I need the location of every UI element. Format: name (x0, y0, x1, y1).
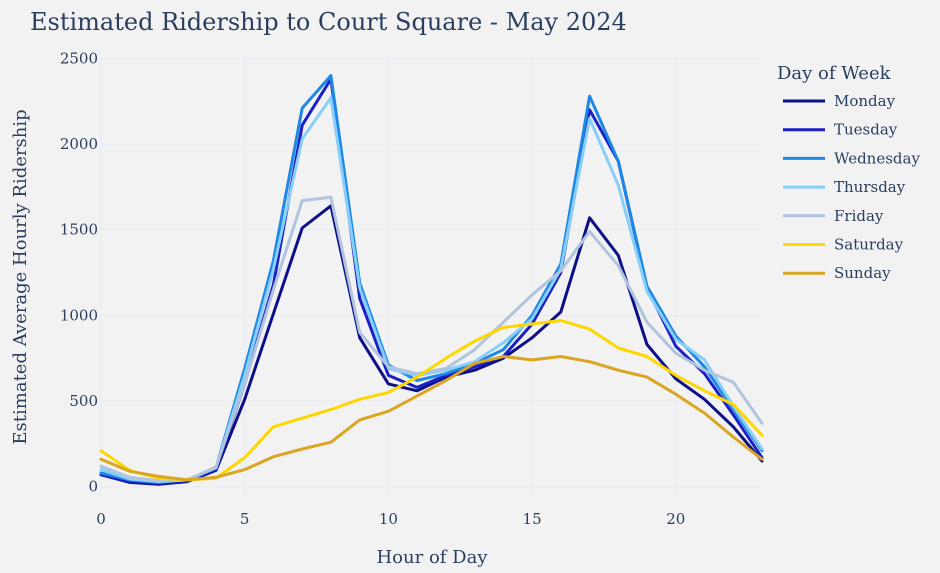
y-tick-label: 2500 (60, 49, 98, 67)
y-axis-title: Estimated Average Hourly Ridership (10, 109, 31, 444)
legend-label: Tuesday (834, 121, 898, 139)
x-tick-label: 0 (96, 510, 106, 528)
legend-item-friday: Friday (783, 207, 884, 225)
series-line-saturday (99, 319, 764, 482)
grid (100, 55, 762, 497)
x-tick-label: 10 (379, 510, 398, 528)
series-line-monday (99, 204, 764, 486)
axis-ticks: 0 500 1000 1500 2000 2500 0 5 10 15 20 (60, 49, 686, 528)
legend-label: Thursday (834, 178, 906, 196)
series-line-thursday (99, 96, 764, 484)
chart-title: Estimated Ridership to Court Square - Ma… (30, 8, 627, 36)
legend-item-thursday: Thursday (783, 178, 906, 196)
x-tick-label: 5 (240, 510, 250, 528)
legend-item-monday: Monday (783, 92, 896, 110)
y-tick-label: 2000 (60, 135, 98, 153)
legend-label: Friday (834, 207, 884, 225)
legend-item-tuesday: Tuesday (783, 121, 898, 139)
legend-title: Day of Week (777, 63, 892, 84)
legend-items: Monday Tuesday Wednesday Thursday Friday Satu… (783, 92, 920, 282)
legend-item-saturday: Saturday (783, 236, 904, 254)
series-line-wednesday (99, 74, 764, 484)
legend-label: Sunday (834, 264, 891, 282)
series-line-tuesday (99, 77, 764, 485)
y-tick-label: 500 (69, 392, 98, 410)
series-line-sunday (99, 355, 764, 482)
y-tick-label: 1500 (60, 221, 98, 239)
legend: Day of Week Monday Tuesday Wednesday Thursd… (777, 63, 920, 282)
legend-label: Wednesday (834, 149, 920, 167)
x-axis-title: Hour of Day (376, 547, 488, 568)
series-line-friday (99, 195, 764, 483)
y-tick-label: 0 (88, 478, 98, 496)
x-tick-label: 15 (523, 510, 542, 528)
legend-label: Monday (834, 92, 896, 110)
legend-label: Saturday (834, 236, 904, 254)
legend-item-sunday: Sunday (783, 264, 891, 282)
series-lines (99, 74, 764, 486)
legend-item-wednesday: Wednesday (783, 149, 920, 167)
y-tick-label: 1000 (60, 306, 98, 324)
x-tick-label: 20 (666, 510, 685, 528)
